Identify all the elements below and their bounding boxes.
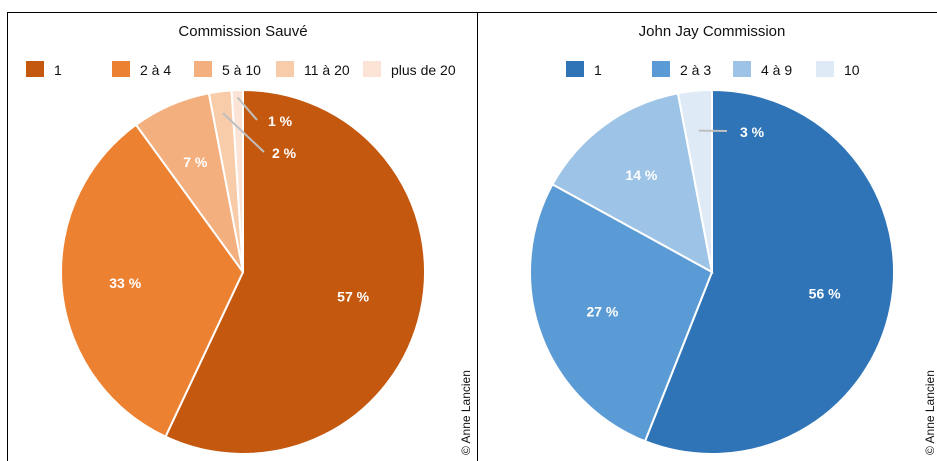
panel-frame-right: [477, 12, 937, 461]
data-label: 2 %: [272, 145, 297, 161]
slice-labels: 56 % 27 % 14 % 3 %: [586, 124, 841, 319]
pie-slice: [529, 182, 714, 443]
data-label: 3 %: [740, 124, 765, 140]
pie-slice: [551, 92, 714, 274]
data-label: 57 %: [337, 289, 369, 305]
legend-swatch: [194, 61, 212, 77]
legend-item: 11 à 20: [276, 61, 350, 78]
legend-item: 1: [26, 61, 62, 78]
legend: 1 2 à 4 5 à 10 11 à 20 plus de 20: [26, 61, 456, 78]
pie-slice: [676, 88, 713, 273]
data-label: 33 %: [109, 275, 141, 291]
pie-slice: [164, 88, 426, 455]
legend: 1 2 à 3 4 à 9 10: [566, 61, 860, 78]
legend-swatch: [566, 61, 584, 77]
legend-item: 1: [566, 61, 602, 78]
pie-slice: [60, 123, 245, 439]
pie-slice: [230, 88, 244, 273]
credit-text-left: © Anne Lancien: [459, 370, 473, 455]
legend-label: 11 à 20: [304, 62, 350, 78]
legend-swatch: [816, 61, 834, 77]
legend-swatch: [652, 61, 670, 77]
legend-item: 2 à 4: [112, 61, 171, 78]
legend-swatch: [276, 61, 294, 77]
data-label: 1 %: [268, 113, 293, 129]
chart-title: Commission Sauvé: [178, 23, 307, 40]
chart-title: John Jay Commission: [639, 23, 786, 40]
slice-labels: 57 % 33 % 7 % 2 % 1 %: [109, 96, 370, 305]
legend-label: 1: [594, 62, 602, 78]
data-label: 56 %: [809, 285, 841, 301]
legend-swatch: [112, 61, 130, 77]
chart-john-jay-commission: John Jay Commission 1 2 à 3 4 à 9 10 56 % 27…: [529, 23, 895, 455]
legend-swatch: [733, 61, 751, 77]
legend-item: plus de 20: [363, 61, 456, 78]
legend-label: plus de 20: [391, 62, 456, 78]
legend-label: 1: [54, 62, 62, 78]
legend-label: 2 à 3: [680, 62, 711, 78]
pie-slice: [643, 88, 895, 455]
leader-line: [222, 112, 265, 153]
leader-line: [236, 96, 258, 121]
legend-item: 2 à 3: [652, 61, 711, 78]
legend-item: 10: [816, 61, 860, 78]
data-label: 27 %: [586, 303, 618, 319]
legend-label: 2 à 4: [140, 62, 171, 78]
chart-commission-sauve: Commission Sauvé 1 2 à 4 5 à 10 11 à 20 plus…: [26, 23, 456, 455]
data-label: 7 %: [183, 154, 208, 170]
pie-slices: [529, 88, 895, 455]
legend-label: 10: [844, 62, 860, 78]
legend-label: 4 à 9: [761, 62, 792, 78]
credit-text-right: © Anne Lancien: [923, 370, 937, 455]
legend-label: 5 à 10: [222, 62, 261, 78]
data-label: 14 %: [625, 167, 657, 183]
legend-swatch: [26, 61, 44, 77]
legend-item: 5 à 10: [194, 61, 261, 78]
legend-swatch: [363, 61, 381, 77]
pie-slices: [60, 88, 426, 455]
legend-item: 4 à 9: [733, 61, 792, 78]
